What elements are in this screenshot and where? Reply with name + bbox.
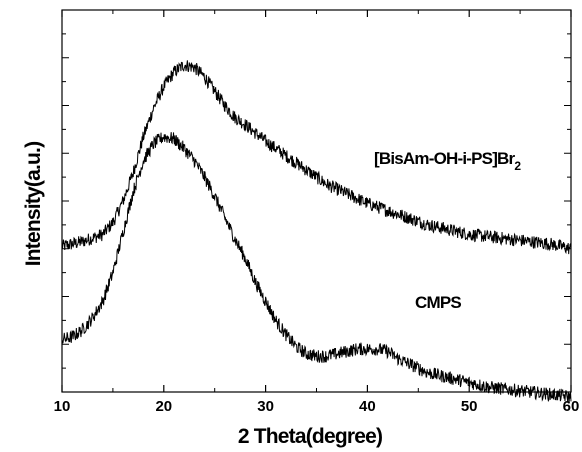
x-tick-label: 50 bbox=[461, 398, 478, 415]
plot-border bbox=[61, 9, 572, 393]
plot-frame bbox=[61, 9, 572, 393]
x-tick-label: 10 bbox=[54, 398, 71, 415]
series-layer bbox=[61, 60, 572, 403]
x-tick-label: 60 bbox=[563, 398, 580, 415]
series-line-bisam bbox=[61, 60, 572, 255]
series-line-cmps bbox=[61, 132, 572, 403]
series-label-bisam: [BisAm-OH-i-PS]Br2 bbox=[374, 149, 521, 173]
x-tick-label: 20 bbox=[155, 398, 172, 415]
y-axis-title: Intensity(a.u.) bbox=[22, 142, 45, 267]
tick-marks bbox=[61, 10, 572, 392]
labels-layer: 10 20 30 40 50 60 bbox=[54, 398, 580, 415]
x-tick-label: 40 bbox=[359, 398, 376, 415]
series-label-cmps: CMPS bbox=[415, 293, 461, 312]
x-tick-label: 30 bbox=[257, 398, 274, 415]
x-axis-title: 2 Theta(degree) bbox=[238, 425, 382, 448]
